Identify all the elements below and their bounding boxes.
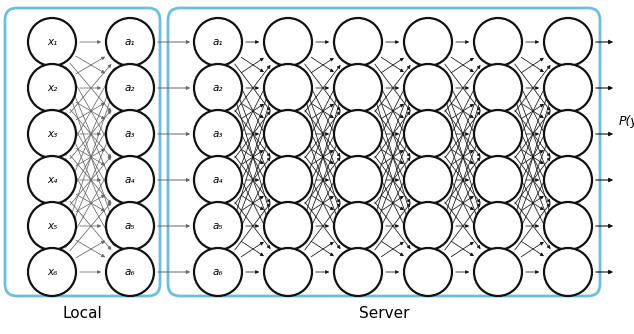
Text: a₆: a₆: [213, 267, 223, 277]
Text: a₅: a₅: [213, 221, 223, 231]
Circle shape: [106, 18, 154, 66]
Circle shape: [28, 248, 76, 296]
Circle shape: [106, 248, 154, 296]
Text: a₁: a₁: [125, 37, 135, 47]
Circle shape: [194, 18, 242, 66]
Circle shape: [544, 202, 592, 250]
Circle shape: [544, 18, 592, 66]
Circle shape: [194, 156, 242, 204]
Circle shape: [404, 64, 452, 112]
Circle shape: [474, 202, 522, 250]
Circle shape: [28, 202, 76, 250]
Circle shape: [28, 64, 76, 112]
Circle shape: [544, 248, 592, 296]
Circle shape: [106, 110, 154, 158]
Circle shape: [28, 110, 76, 158]
Circle shape: [474, 18, 522, 66]
Text: x₆: x₆: [47, 267, 57, 277]
Circle shape: [194, 64, 242, 112]
Text: Local: Local: [63, 307, 102, 322]
Circle shape: [264, 156, 312, 204]
Circle shape: [334, 156, 382, 204]
Circle shape: [264, 18, 312, 66]
Circle shape: [264, 64, 312, 112]
Circle shape: [334, 248, 382, 296]
Circle shape: [404, 156, 452, 204]
Text: a₅: a₅: [125, 221, 135, 231]
Text: x₃: x₃: [47, 129, 57, 139]
Circle shape: [544, 110, 592, 158]
Circle shape: [264, 202, 312, 250]
Text: a₂: a₂: [213, 83, 223, 93]
Text: x₅: x₅: [47, 221, 57, 231]
Circle shape: [106, 156, 154, 204]
Circle shape: [404, 110, 452, 158]
Circle shape: [544, 64, 592, 112]
Circle shape: [28, 156, 76, 204]
Circle shape: [194, 248, 242, 296]
Circle shape: [106, 202, 154, 250]
Circle shape: [474, 248, 522, 296]
Circle shape: [264, 110, 312, 158]
Circle shape: [334, 110, 382, 158]
Text: a₆: a₆: [125, 267, 135, 277]
Circle shape: [334, 202, 382, 250]
Circle shape: [474, 156, 522, 204]
Text: a₄: a₄: [213, 175, 223, 185]
Text: x₁: x₁: [47, 37, 57, 47]
Text: a₁: a₁: [213, 37, 223, 47]
Text: a₂: a₂: [125, 83, 135, 93]
Circle shape: [544, 156, 592, 204]
Circle shape: [404, 248, 452, 296]
Circle shape: [334, 64, 382, 112]
Circle shape: [194, 110, 242, 158]
Circle shape: [404, 18, 452, 66]
Circle shape: [404, 202, 452, 250]
Circle shape: [474, 64, 522, 112]
Text: a₄: a₄: [125, 175, 135, 185]
Text: Server: Server: [359, 307, 410, 322]
Circle shape: [28, 18, 76, 66]
Circle shape: [264, 248, 312, 296]
Text: a₃: a₃: [213, 129, 223, 139]
Circle shape: [334, 18, 382, 66]
Text: x₄: x₄: [47, 175, 57, 185]
Circle shape: [474, 110, 522, 158]
Text: P(y|x): P(y|x): [619, 115, 634, 128]
Text: a₃: a₃: [125, 129, 135, 139]
Circle shape: [194, 202, 242, 250]
Text: x₂: x₂: [47, 83, 57, 93]
Circle shape: [106, 64, 154, 112]
